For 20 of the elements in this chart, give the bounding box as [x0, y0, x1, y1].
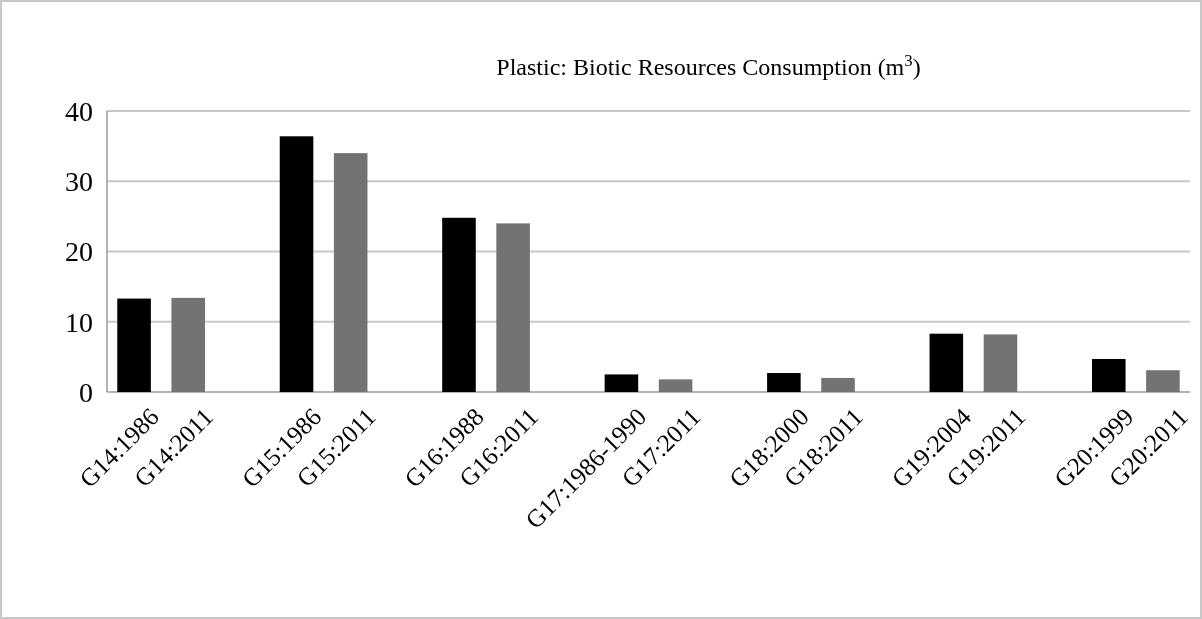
y-tick-label: 0	[79, 376, 93, 408]
bar	[1146, 370, 1180, 392]
y-tick-label: 40	[65, 95, 93, 127]
bar	[983, 334, 1018, 392]
y-tick-label: 30	[65, 166, 93, 198]
bar	[929, 333, 964, 392]
bar	[117, 298, 151, 392]
bar	[767, 373, 801, 392]
y-tick-label: 10	[65, 306, 93, 338]
bar	[496, 223, 530, 392]
chart-title: Plastic: Biotic Resources Consumption (m$^{3}$)	[496, 50, 921, 80]
bar	[821, 377, 855, 392]
bar	[442, 217, 476, 392]
bar	[1091, 358, 1126, 392]
bar	[658, 379, 693, 392]
bar	[604, 374, 639, 392]
bar	[279, 136, 314, 392]
bar	[333, 153, 368, 392]
bar	[171, 297, 206, 392]
y-tick-label: 20	[65, 236, 93, 268]
